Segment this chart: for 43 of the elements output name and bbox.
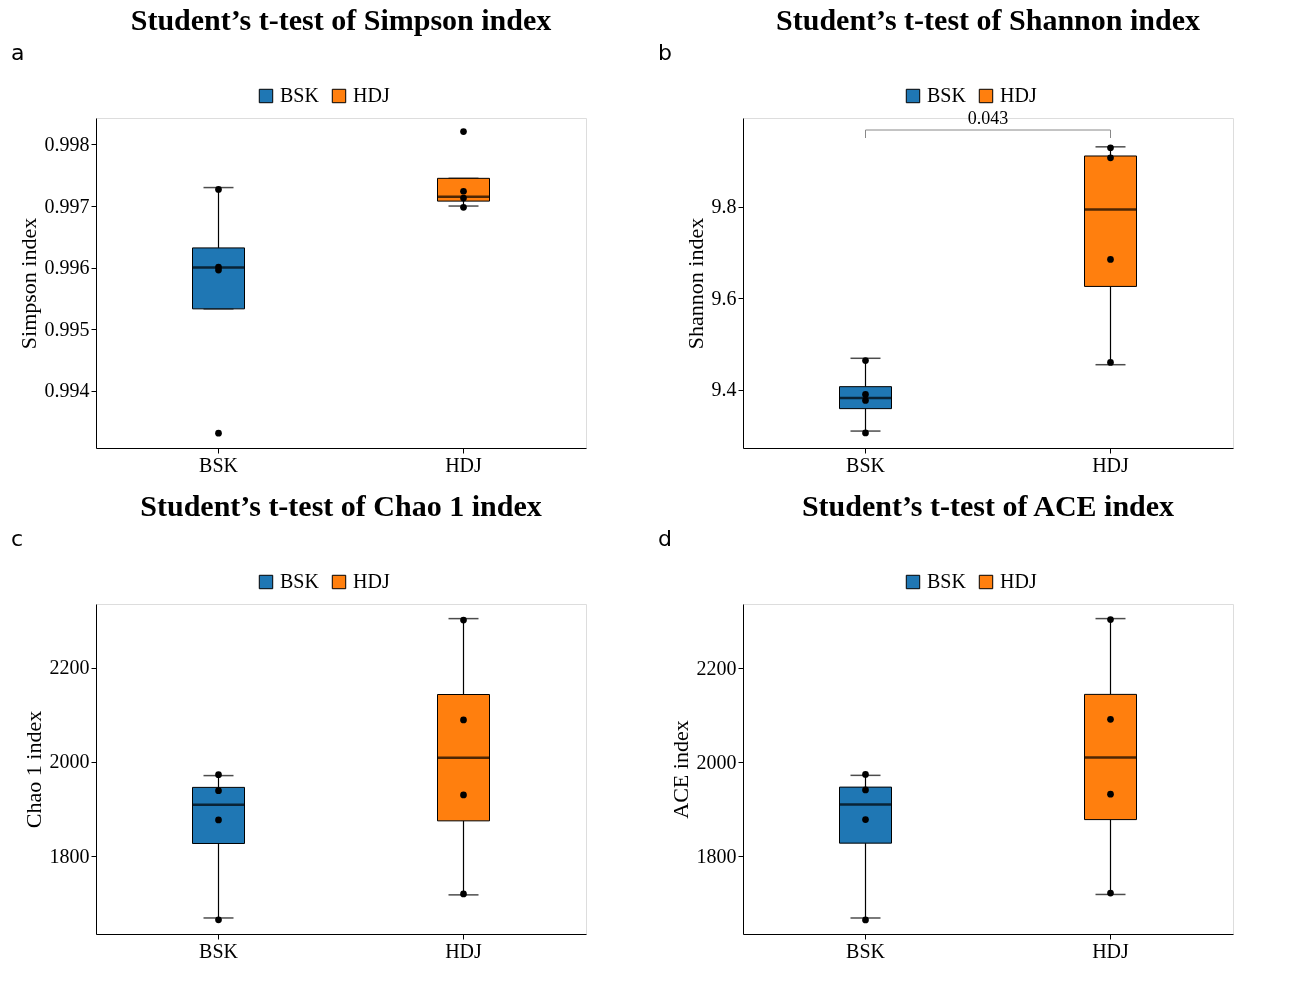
y-tick-label: 2000 [696,750,737,773]
legend-label: BSK [927,84,967,106]
y-axis-title: Simpson index [15,217,41,350]
annotation: 0.043 [967,108,1009,128]
chart-title: Student’s t-test of Chao 1 index [140,489,542,522]
x-tick-label: BSK [846,453,886,476]
y-tick-label: 0.995 [44,317,90,340]
x-tick-label: BSK [199,453,239,476]
y-axis-title: Chao 1 index [20,710,46,829]
legend-label: BSK [280,84,320,106]
legend-label: HDJ [353,570,390,592]
x-tick-label: HDJ [445,939,483,962]
chart-title: Student’s t-test of ACE index [801,489,1175,522]
y-tick-label: 2000 [49,750,90,773]
legend-label: BSK [280,570,320,592]
y-tick-label: 2200 [696,656,737,679]
x-tick-label: HDJ [1092,453,1130,476]
legend-label: BSK [927,570,967,592]
y-tick-label: 1800 [696,844,737,867]
y-axis-title: ACE index [667,720,693,819]
y-tick-label: 0.998 [44,132,90,155]
text: b [658,40,672,65]
y-tick-label: 0.994 [44,379,90,402]
y-tick-label: 1800 [49,844,90,867]
legend-label: HDJ [1000,84,1037,106]
text: d [658,526,672,551]
y-tick-label: 2200 [49,656,90,679]
chart-title: Student’s t-test of Shannon index [776,3,1200,36]
y-tick-label: 9.6 [711,286,737,309]
text: a [11,40,25,65]
text: c [11,526,24,551]
x-tick-label: HDJ [1092,939,1130,962]
legend-label: HDJ [353,84,390,106]
y-axis-title: Shannon index [682,217,708,350]
x-tick-label: BSK [199,939,239,962]
legend-label: HDJ [1000,570,1037,592]
x-tick-label: BSK [846,939,886,962]
y-tick-label: 9.4 [711,378,737,401]
y-tick-label: 9.8 [711,195,737,218]
x-tick-label: HDJ [445,453,483,476]
chart-title: Student’s t-test of Simpson index [130,3,552,36]
y-tick-label: 0.996 [44,256,90,279]
y-tick-label: 0.997 [44,194,90,217]
